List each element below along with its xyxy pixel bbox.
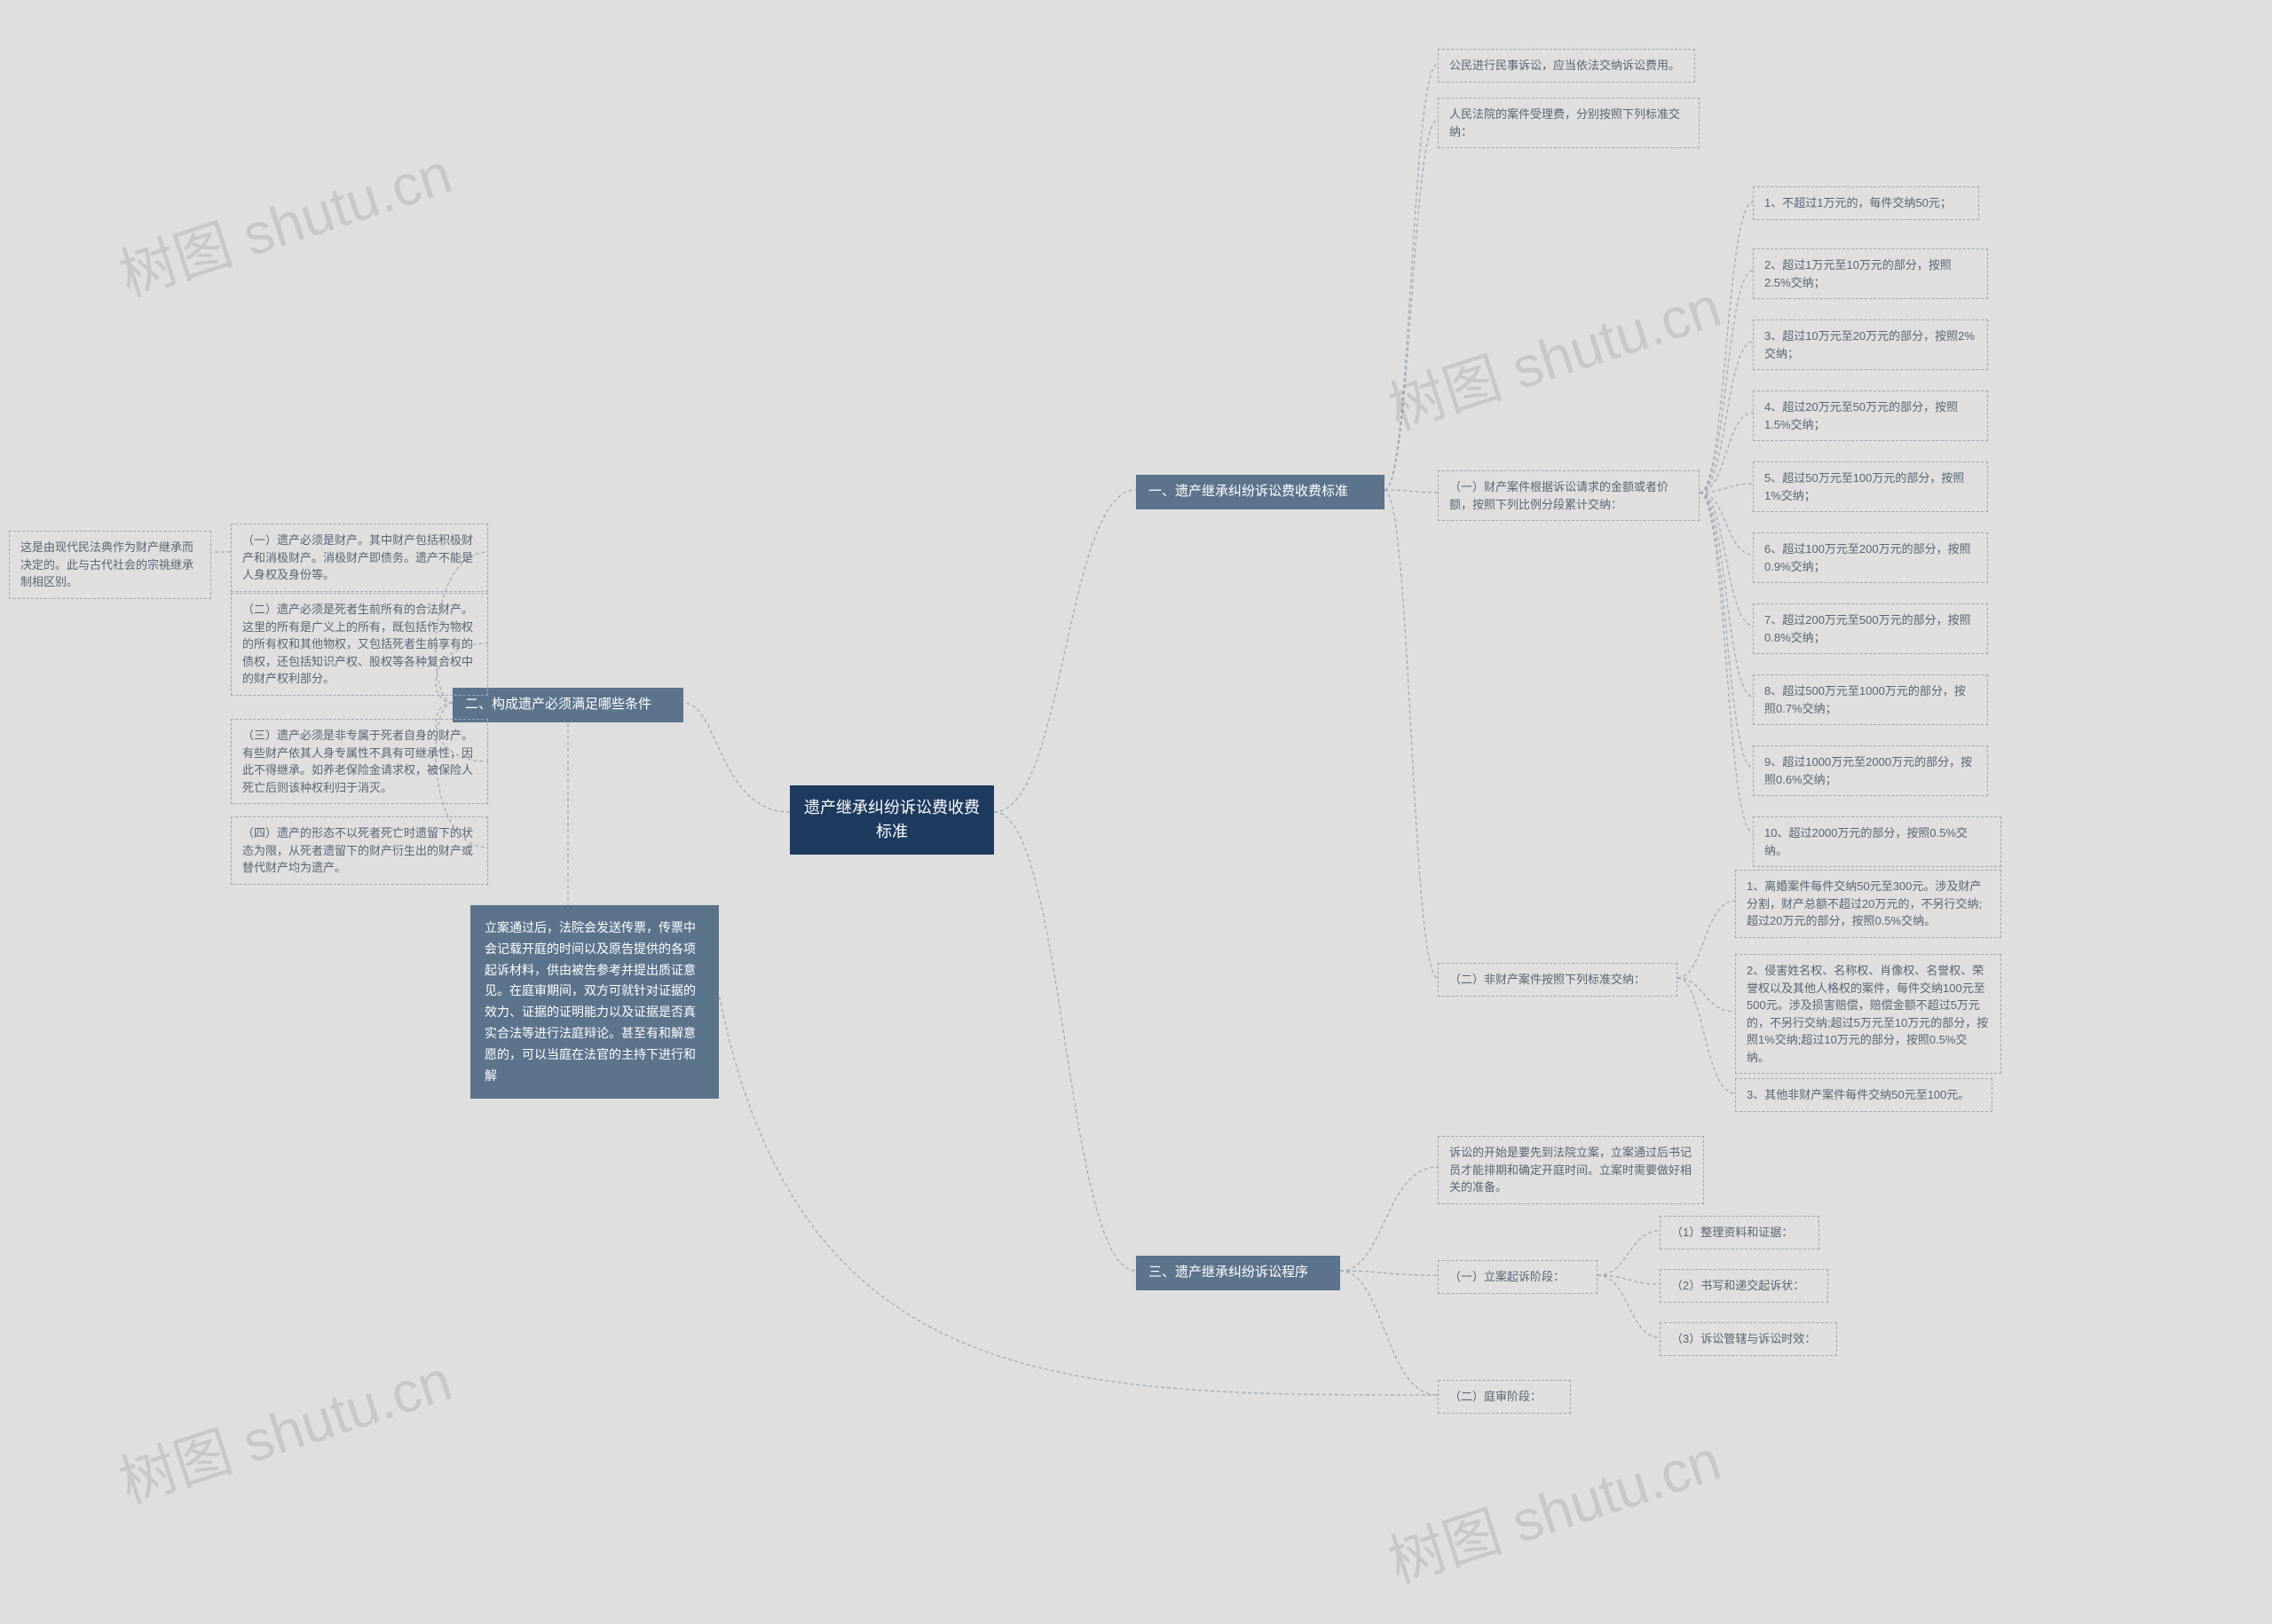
branch-1: 一、遗产继承纠纷诉讼费收费标准 (1136, 475, 1384, 509)
watermark: 树图 shutu.cn (1377, 262, 1730, 445)
watermark: 树图 shutu.cn (108, 129, 461, 312)
leaf-b2-extra: 这是由现代民法典作为财产继承而决定的。此与古代社会的宗祧继承制相区别。 (9, 531, 211, 599)
leaf-b1a-8: 8、超过500万元至1000万元的部分，按照0.7%交纳； (1753, 674, 1988, 725)
branch-1b: （二）非财产案件按照下列标准交纳： (1438, 963, 1677, 997)
leaf-b1b-3: 3、其他非财产案件每件交纳50元至100元。 (1735, 1078, 1992, 1112)
connector-layer (0, 0, 2272, 1624)
leaf-b3a-1: （1）整理资料和证据： (1660, 1216, 1819, 1250)
leaf-b1a-6: 6、超过100万元至200万元的部分，按照0.9%交纳； (1753, 532, 1988, 583)
info-b2: 立案通过后，法院会发送传票，传票中会记载开庭的时间以及原告提供的各项起诉材料，供… (470, 905, 719, 1099)
leaf-b1a-10: 10、超过2000万元的部分，按照0.5%交纳。 (1753, 816, 2001, 867)
leaf-b2-3: （三）遗产必须是非专属于死者自身的财产。有些财产依其人身专属性不具有可继承性，因… (231, 719, 488, 804)
leaf-b2-4: （四）遗产的形态不以死者死亡时遗留下的状态为限，从死者遗留下的财产衍生出的财产或… (231, 816, 488, 885)
leaf-b1a-5: 5、超过50万元至100万元的部分，按照1%交纳； (1753, 461, 1988, 512)
leaf-b3a-2: （2）书写和递交起诉状： (1660, 1269, 1828, 1303)
center-node: 遗产继承纠纷诉讼费收费标准 (790, 785, 994, 855)
leaf-b3-0: 诉讼的开始是要先到法院立案，立案通过后书记员才能排期和确定开庭时间。立案时需要做… (1438, 1136, 1704, 1204)
leaf-b1-0: 公民进行民事诉讼，应当依法交纳诉讼费用。 (1438, 49, 1695, 83)
branch-3a: （一）立案起诉阶段： (1438, 1260, 1598, 1294)
watermark: 树图 shutu.cn (108, 1336, 461, 1519)
leaf-b1a-1: 1、不超过1万元的，每件交纳50元； (1753, 186, 1979, 220)
leaf-b1a-9: 9、超过1000万元至2000万元的部分，按照0.6%交纳； (1753, 745, 1988, 796)
leaf-b1b-1: 1、离婚案件每件交纳50元至300元。涉及财产分割，财产总额不超过20万元的，不… (1735, 870, 2001, 938)
leaf-b1a-3: 3、超过10万元至20万元的部分，按照2%交纳； (1753, 319, 1988, 370)
leaf-b3a-3: （3）诉讼管辖与诉讼时效： (1660, 1322, 1837, 1356)
branch-1a: （一）财产案件根据诉讼请求的金额或者价额，按照下列比例分段累计交纳： (1438, 470, 1700, 521)
leaf-b1-1: 人民法院的案件受理费，分别按照下列标准交纳： (1438, 98, 1700, 148)
leaf-b1a-2: 2、超过1万元至10万元的部分，按照2.5%交纳； (1753, 248, 1988, 299)
watermark: 树图 shutu.cn (1377, 1415, 1730, 1599)
branch-3: 三、遗产继承纠纷诉讼程序 (1136, 1256, 1340, 1290)
leaf-b1a-7: 7、超过200万元至500万元的部分，按照0.8%交纳； (1753, 603, 1988, 654)
branch-3b: （二）庭审阶段： (1438, 1380, 1571, 1414)
leaf-b1b-2: 2、侵害姓名权、名称权、肖像权、名誉权、荣誉权以及其他人格权的案件，每件交纳10… (1735, 954, 2001, 1074)
leaf-b1a-4: 4、超过20万元至50万元的部分，按照1.5%交纳； (1753, 390, 1988, 441)
leaf-b2-2: （二）遗产必须是死者生前所有的合法财产。这里的所有是广义上的所有，既包括作为物权… (231, 593, 488, 696)
leaf-b2-1: （一）遗产必须是财产。其中财产包括积极财产和消极财产。消极财产即债务。遗产不能是… (231, 524, 488, 592)
